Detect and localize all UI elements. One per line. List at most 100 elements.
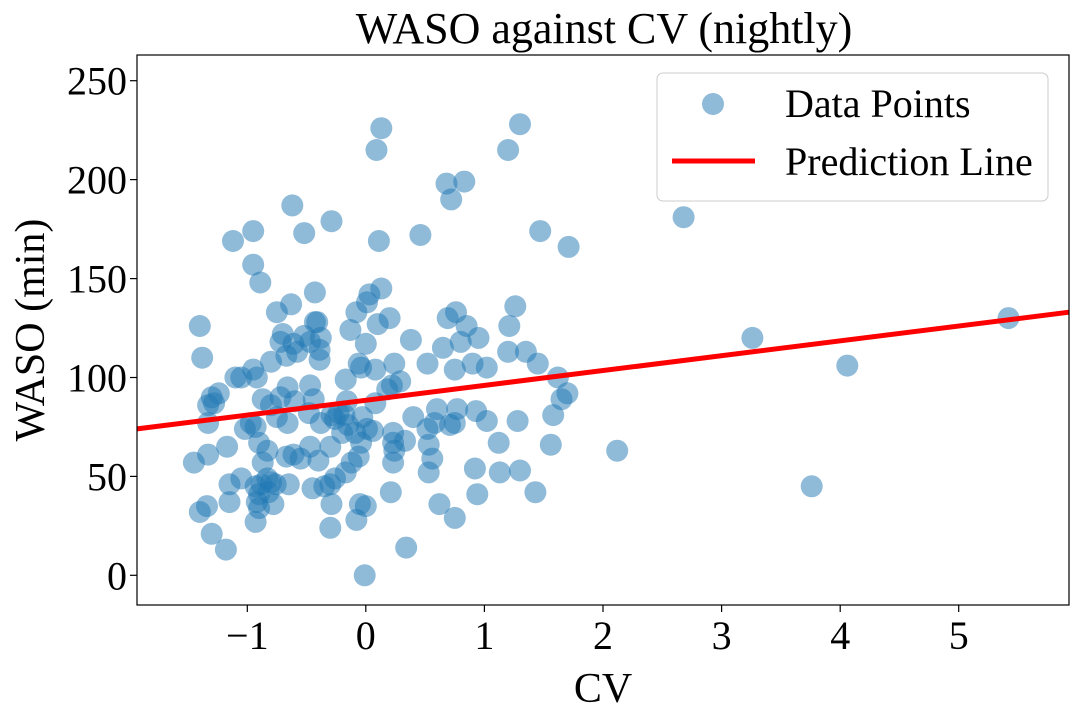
- data-point-1: [365, 139, 388, 161]
- data-point-170: [262, 493, 285, 516]
- data-point-151: [260, 471, 282, 494]
- y-tick-label: 200: [67, 158, 127, 203]
- data-point-163: [488, 461, 511, 484]
- chart-title: WASO against CV (nightly): [356, 4, 853, 53]
- data-point-36: [498, 315, 521, 337]
- data-point-42: [293, 324, 316, 347]
- data-point-19: [303, 281, 326, 304]
- data-point-162: [463, 457, 486, 480]
- data-point-130: [319, 435, 342, 458]
- data-point-121: [216, 435, 239, 458]
- x-tick-label: −1: [226, 613, 269, 658]
- data-point-17: [242, 253, 265, 276]
- data-point-139: [606, 439, 629, 462]
- y-tick-label: 250: [67, 59, 127, 104]
- data-point-10: [242, 220, 265, 243]
- y-tick-label: 150: [67, 257, 127, 302]
- data-point-64: [245, 366, 268, 389]
- data-point-180: [466, 483, 489, 506]
- data-point-5: [453, 170, 476, 193]
- data-point-122: [233, 417, 256, 440]
- data-point-58: [526, 352, 549, 375]
- data-point-66: [230, 366, 253, 389]
- data-point-105: [276, 412, 299, 434]
- data-point-55: [416, 352, 439, 375]
- data-point-172: [320, 493, 343, 516]
- x-tick-label: 2: [593, 613, 613, 658]
- data-point-178: [428, 493, 451, 516]
- data-point-83: [207, 382, 230, 405]
- data-point-25: [345, 301, 368, 324]
- data-point-71: [475, 356, 498, 379]
- data-point-33: [339, 319, 362, 341]
- data-point-44: [354, 332, 377, 355]
- x-axis-ticks: −1 0 1 2 3 4 5: [226, 605, 969, 658]
- data-point-18: [249, 271, 272, 294]
- x-tick-label: 4: [830, 613, 850, 658]
- data-point-118: [443, 412, 466, 434]
- data-point-179: [443, 506, 466, 529]
- data-point-12: [367, 230, 390, 252]
- data-point-32: [188, 315, 211, 337]
- data-point-21: [370, 277, 393, 300]
- data-point-143: [218, 473, 241, 496]
- x-tick-label: 1: [474, 613, 494, 658]
- data-point-11: [222, 230, 244, 252]
- data-point-59: [497, 340, 520, 363]
- data-point-138: [539, 433, 562, 456]
- legend-label-prediction-line: Prediction Line: [785, 139, 1033, 184]
- legend: Data Points Prediction Line: [656, 72, 1049, 202]
- data-point-9: [293, 222, 316, 245]
- data-point-171: [244, 510, 267, 533]
- data-point-164: [509, 459, 531, 482]
- x-tick-label: 3: [712, 613, 732, 658]
- y-tick-label: 100: [67, 356, 127, 401]
- data-point-53: [260, 350, 282, 373]
- data-point-167: [218, 491, 241, 514]
- data-point-16: [672, 206, 695, 229]
- data-point-185: [395, 536, 418, 559]
- data-point-120: [506, 410, 529, 432]
- data-point-62: [350, 356, 373, 379]
- x-tick-label: 5: [949, 613, 969, 658]
- data-point-160: [382, 451, 405, 474]
- data-point-52: [308, 348, 331, 371]
- data-point-7: [281, 194, 304, 217]
- y-tick-label: 0: [107, 553, 127, 598]
- data-point-48: [431, 336, 454, 359]
- data-point-119: [475, 410, 498, 432]
- x-tick-label: 0: [356, 613, 376, 658]
- legend-box: [656, 72, 1049, 202]
- y-axis-ticks: 0 50 100 150 200 250: [67, 59, 137, 598]
- data-point-67: [334, 368, 357, 391]
- data-point-77: [741, 326, 764, 349]
- data-point-46: [399, 328, 422, 351]
- data-point-183: [200, 522, 223, 545]
- data-point-34: [366, 313, 389, 336]
- data-point-49: [449, 330, 472, 353]
- data-point-47: [467, 326, 490, 349]
- data-point-173: [319, 516, 342, 539]
- data-point-166: [188, 501, 211, 523]
- data-point-14: [529, 220, 552, 243]
- y-tick-label: 50: [87, 454, 127, 499]
- data-point-13: [409, 224, 432, 246]
- x-axis-label: CV: [574, 666, 632, 712]
- data-point-27: [504, 295, 527, 318]
- data-point-54: [383, 352, 406, 375]
- data-point-182: [800, 475, 823, 498]
- data-point-8: [320, 210, 343, 233]
- data-point-177: [379, 481, 402, 504]
- data-point-184: [214, 538, 237, 561]
- data-point-24: [265, 301, 288, 324]
- data-point-186: [353, 564, 376, 587]
- data-point-70: [443, 358, 466, 381]
- data-point-100: [550, 388, 573, 411]
- data-point-43: [309, 326, 332, 349]
- data-point-176: [354, 495, 377, 518]
- data-point-2: [509, 113, 531, 136]
- data-point-50: [191, 346, 214, 369]
- legend-marker-data-points: [702, 93, 724, 115]
- data-point-29: [436, 307, 459, 330]
